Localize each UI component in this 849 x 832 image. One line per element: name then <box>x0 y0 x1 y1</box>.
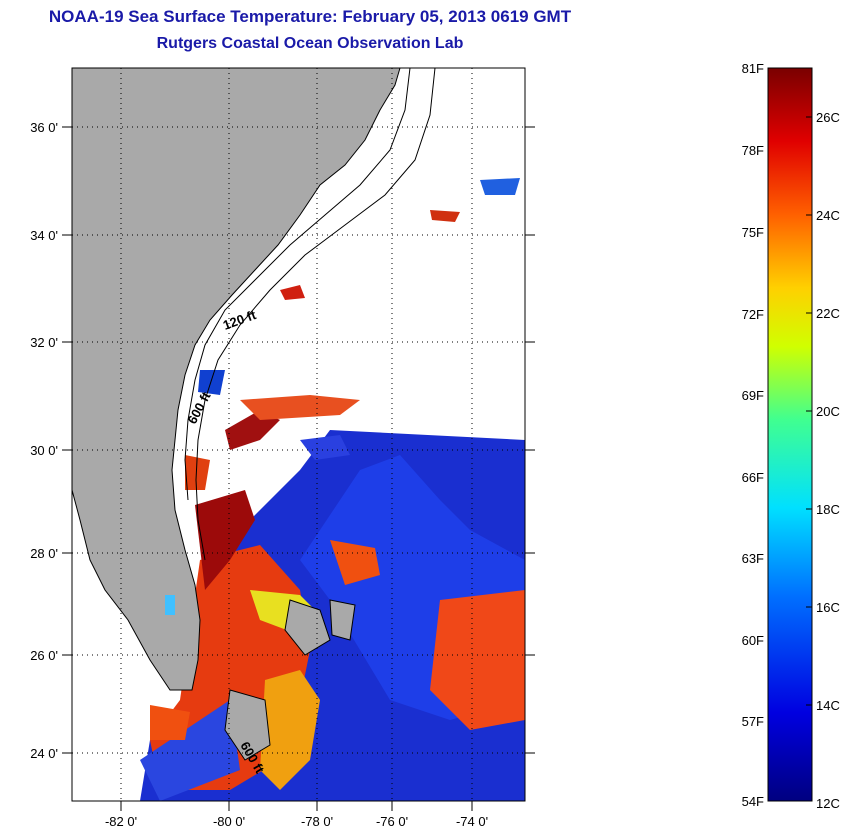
land-mass <box>72 68 401 691</box>
lat-ticks <box>62 126 535 811</box>
lat-label: 34 0' <box>30 228 58 243</box>
colorbar-c-labels: 26C 24C 22C 20C 18C 16C 14C 12C <box>816 110 840 811</box>
lon-label: -74 0' <box>456 814 488 829</box>
colorbar-f-label: 63F <box>742 551 764 566</box>
colorbar-c-label: 14C <box>816 698 840 713</box>
map-title: NOAA-19 Sea Surface Temperature: Februar… <box>48 7 572 26</box>
lake-okeechobee <box>165 595 175 615</box>
colorbar-f-label: 81F <box>742 61 764 76</box>
colorbar-f-label: 54F <box>742 794 764 809</box>
map-panel <box>72 68 525 801</box>
colorbar-c-label: 26C <box>816 110 840 125</box>
colorbar-f-label: 57F <box>742 714 764 729</box>
colorbar-f-label: 72F <box>742 307 764 322</box>
contour-120ft <box>184 68 411 501</box>
colorbar-f-label: 60F <box>742 633 764 648</box>
lat-label: 24 0' <box>30 746 58 761</box>
map-frame <box>71 67 526 802</box>
colorbar-c-label: 12C <box>816 796 840 811</box>
colorbar-f-label: 69F <box>742 388 764 403</box>
colorbar-c-label: 20C <box>816 404 840 419</box>
map-subtitle: Rutgers Coastal Ocean Observation Lab <box>156 35 464 52</box>
colorbar <box>767 67 813 802</box>
bahamas-land <box>284 599 331 656</box>
lon-label: -76 0' <box>376 814 408 829</box>
lat-label: 26 0' <box>30 648 58 663</box>
contour-600ft <box>195 68 436 561</box>
lat-label: 36 0' <box>30 120 58 135</box>
colorbar-f-label: 66F <box>742 470 764 485</box>
colorbar-f-labels: 81F 78F 75F 72F 69F 66F 63F 60F 57F 54F <box>742 61 764 809</box>
lon-label: -80 0' <box>213 814 245 829</box>
lat-label: 28 0' <box>30 546 58 561</box>
colorbar-f-label: 75F <box>742 225 764 240</box>
colorbar-c-label: 16C <box>816 600 840 615</box>
lat-label: 32 0' <box>30 335 58 350</box>
colorbar-f-label: 78F <box>742 143 764 158</box>
colorbar-c-label: 24C <box>816 208 840 223</box>
graticule <box>72 68 525 801</box>
colorbar-c-label: 22C <box>816 306 840 321</box>
lon-label: -78 0' <box>301 814 333 829</box>
lat-label: 30 0' <box>30 443 58 458</box>
lon-label: -82 0' <box>105 814 137 829</box>
colorbar-c-label: 18C <box>816 502 840 517</box>
